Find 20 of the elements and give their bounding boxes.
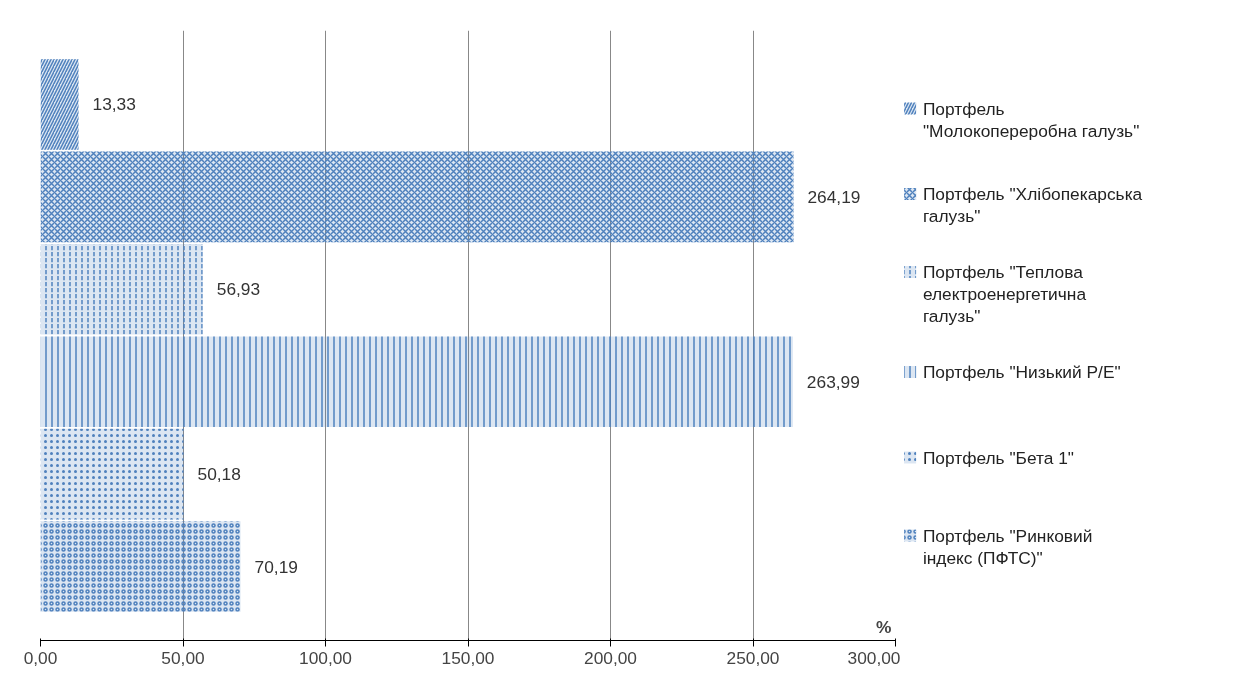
data-label: 50,18 — [197, 464, 241, 485]
x-tick-label: 250,00 — [726, 647, 780, 668]
data-label: 70,19 — [254, 556, 298, 577]
legend-label: Портфель "Теплова електроенергетична галузь" — [922, 262, 1087, 326]
x-tick-label: 50,00 — [161, 647, 205, 668]
legend-label: Портфель "Ринковий індекс (ПФТС)" — [922, 525, 1093, 568]
x-tick-label: 0,00 — [23, 647, 58, 668]
x-tick-label: 200,00 — [584, 647, 637, 668]
data-label: 264,19 — [807, 186, 861, 207]
data-label: 13,33 — [92, 94, 136, 115]
x-tick-label: 300,00 — [847, 647, 901, 668]
x-axis-title: % — [876, 616, 892, 637]
legend-label: Портфель "Молокопереробна галузь" — [922, 98, 1140, 141]
data-label: 56,93 — [216, 279, 261, 300]
data-label: 263,99 — [806, 371, 860, 392]
x-tick-label: 150,00 — [441, 647, 495, 668]
legend-label: Портфель "Низький P/E" — [922, 362, 1121, 383]
legend-label: Портфель "Хлібопекарська галузь" — [922, 183, 1143, 226]
legend-label: Портфель "Бета 1" — [922, 447, 1075, 468]
x-tick-label: 100,00 — [299, 647, 352, 668]
